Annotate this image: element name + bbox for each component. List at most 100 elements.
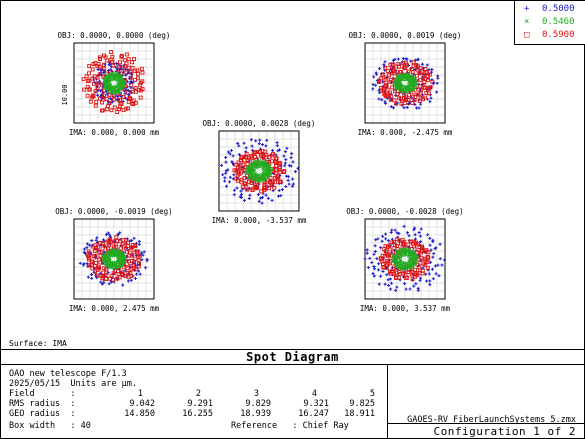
- spot-point: [102, 79, 106, 83]
- spot-point: [418, 234, 422, 238]
- spot-point: [95, 236, 99, 240]
- spot-point: [82, 247, 86, 251]
- spot-point: [431, 238, 435, 242]
- spot-point: [426, 250, 431, 255]
- spot-point: [423, 263, 428, 267]
- spot-point: [390, 85, 394, 90]
- spot-point: [140, 70, 145, 75]
- spot-point: [130, 60, 135, 65]
- spot-point: [238, 158, 243, 163]
- spot-point: [286, 178, 290, 182]
- spot-point: [383, 244, 388, 249]
- spot-point: [382, 63, 386, 67]
- spot-point: [379, 88, 384, 93]
- spot-point: [232, 193, 236, 197]
- spot-point: [121, 244, 126, 249]
- spot-point: [134, 89, 138, 94]
- spot-point: [99, 68, 103, 72]
- spot-point: [266, 196, 270, 200]
- spot-point: [391, 258, 395, 262]
- spot-point: [430, 67, 434, 71]
- spot-point: [389, 231, 393, 235]
- geo-value: 16.247: [298, 409, 329, 419]
- spot-point: [247, 196, 251, 200]
- spot-point: [402, 224, 406, 228]
- spot-point: [133, 256, 138, 261]
- spot-point: [414, 83, 418, 88]
- spot-point: [234, 176, 239, 181]
- spot-point: [400, 237, 405, 242]
- spot-point: [120, 66, 125, 71]
- spot-point: [371, 271, 375, 275]
- spot-point: [249, 154, 254, 158]
- geo-value: 14.850: [124, 409, 155, 419]
- spot-point: [278, 161, 283, 166]
- date-units-line: 2025/05/15 Units are µm.: [9, 379, 137, 389]
- spot-point: [429, 260, 433, 264]
- spot-point: [145, 257, 149, 261]
- geo-value: 16.255: [182, 409, 213, 419]
- spot-point: [402, 246, 407, 251]
- spot-point: [245, 187, 250, 192]
- obj-label: OBJ: 0.0000, 0.0000 (deg): [58, 31, 171, 40]
- spot-point: [407, 234, 411, 238]
- spot-field-3: OBJ: 0.0000, 0.0028 (deg) IMA: 0.000, -3.…: [203, 119, 316, 225]
- spot-point: [273, 168, 278, 173]
- spot-point: [431, 277, 435, 281]
- spot-point: [391, 250, 395, 255]
- spot-point: [440, 263, 444, 267]
- spot-point: [379, 246, 383, 250]
- spot-point: [90, 67, 95, 72]
- wavelength-legend: + 0.5000 × 0.5460 □ 0.5900: [514, 1, 585, 45]
- spot-point: [277, 194, 281, 198]
- spot-point: [276, 149, 280, 153]
- spot-point: [418, 78, 423, 82]
- spot-point: [292, 182, 296, 186]
- spot-point: [426, 255, 431, 260]
- spot-point: [271, 151, 276, 156]
- spot-point: [273, 164, 278, 169]
- spot-point: [260, 143, 264, 147]
- obj-label: OBJ: 0.0000, 0.0019 (deg): [349, 31, 462, 40]
- spot-point: [91, 62, 96, 66]
- spot-point: [416, 247, 421, 252]
- spot-point: [428, 279, 432, 283]
- spot-point: [270, 183, 275, 188]
- spot-point: [224, 184, 228, 188]
- spot-point: [396, 57, 400, 61]
- spot-point: [255, 186, 259, 191]
- spot-point: [137, 242, 141, 246]
- spot-point: [87, 64, 92, 68]
- spot-point: [391, 240, 396, 245]
- spot-point: [239, 154, 244, 159]
- spot-point: [96, 68, 100, 72]
- spot-point: [278, 165, 282, 170]
- ima-label: IMA: 0.000, 2.475 mm: [69, 304, 160, 313]
- spot-point: [400, 90, 404, 94]
- spot-point: [132, 57, 136, 61]
- spot-point: [376, 78, 381, 83]
- spot-point: [412, 284, 416, 288]
- spot-point: [387, 247, 392, 252]
- spot-point: [85, 93, 90, 98]
- spot-point: [242, 141, 246, 145]
- spot-point: [270, 198, 274, 202]
- spot-point: [110, 91, 114, 95]
- spot-point: [93, 103, 98, 108]
- spot-point: [289, 156, 293, 160]
- spot-point: [438, 257, 442, 261]
- rms-value: 9.042: [129, 399, 155, 409]
- spot-point: [368, 256, 372, 260]
- spot-point: [384, 75, 389, 80]
- spot-point: [402, 266, 406, 271]
- spot-point: [90, 273, 94, 277]
- spot-point: [373, 267, 377, 271]
- spot-point: [133, 277, 137, 281]
- spot-point: [246, 165, 250, 169]
- spot-point: [424, 91, 429, 95]
- spot-point: [132, 236, 136, 240]
- spot-point: [231, 177, 235, 181]
- spot-point: [102, 62, 106, 67]
- spot-point: [142, 250, 146, 254]
- spot-point: [103, 84, 107, 89]
